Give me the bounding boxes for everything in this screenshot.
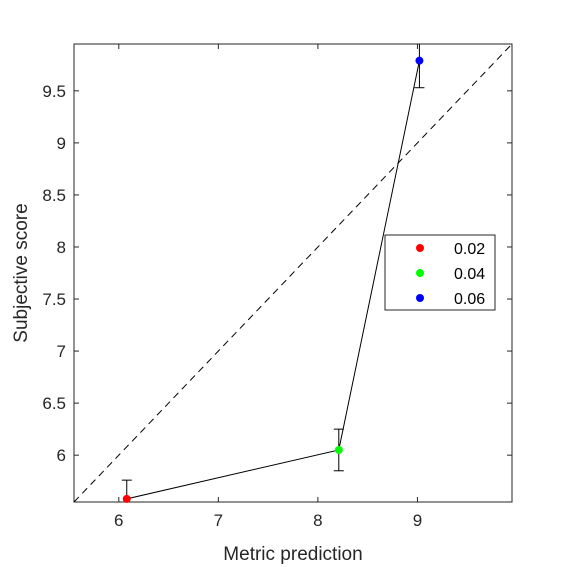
- y-tick-label-1: 6.5: [42, 394, 66, 413]
- legend-marker-2: [416, 294, 424, 302]
- data-point-1: [334, 445, 343, 454]
- data-point-2: [415, 56, 424, 65]
- data-point-0: [122, 494, 131, 503]
- x-tick-label-0: 6: [114, 511, 123, 530]
- legend-marker-0: [416, 244, 424, 252]
- data-points: [122, 56, 424, 503]
- y-tick-label-6: 9: [57, 134, 66, 153]
- y-tick-label-0: 6: [57, 446, 66, 465]
- x-tick-label-2: 8: [313, 511, 322, 530]
- legend-label-1: 0.04: [454, 266, 485, 283]
- legend-label-2: 0.06: [454, 291, 485, 308]
- legend-box: [384, 234, 496, 311]
- y-tick-label-3: 7.5: [42, 290, 66, 309]
- x-axis-ticks: 6 7 8 9: [114, 44, 422, 530]
- legend-label-0: 0.02: [454, 241, 485, 258]
- y-axis-label: Subjective score: [11, 203, 32, 342]
- y-tick-label-4: 8: [57, 238, 66, 257]
- reference-line: [73, 43, 513, 503]
- y-tick-label-2: 7: [57, 342, 66, 361]
- legend-marker-1: [416, 269, 424, 277]
- x-axis-label: Metric prediction: [223, 544, 362, 565]
- y-tick-label-7: 9.5: [42, 82, 66, 101]
- x-tick-label-1: 7: [214, 511, 223, 530]
- x-tick-label-3: 9: [413, 511, 422, 530]
- legend: 0.02 0.04 0.06: [384, 234, 496, 311]
- y-axis-ticks: 6 6.5 7 7.5 8 8.5 9 9.5: [42, 82, 512, 465]
- y-tick-label-5: 8.5: [42, 186, 66, 205]
